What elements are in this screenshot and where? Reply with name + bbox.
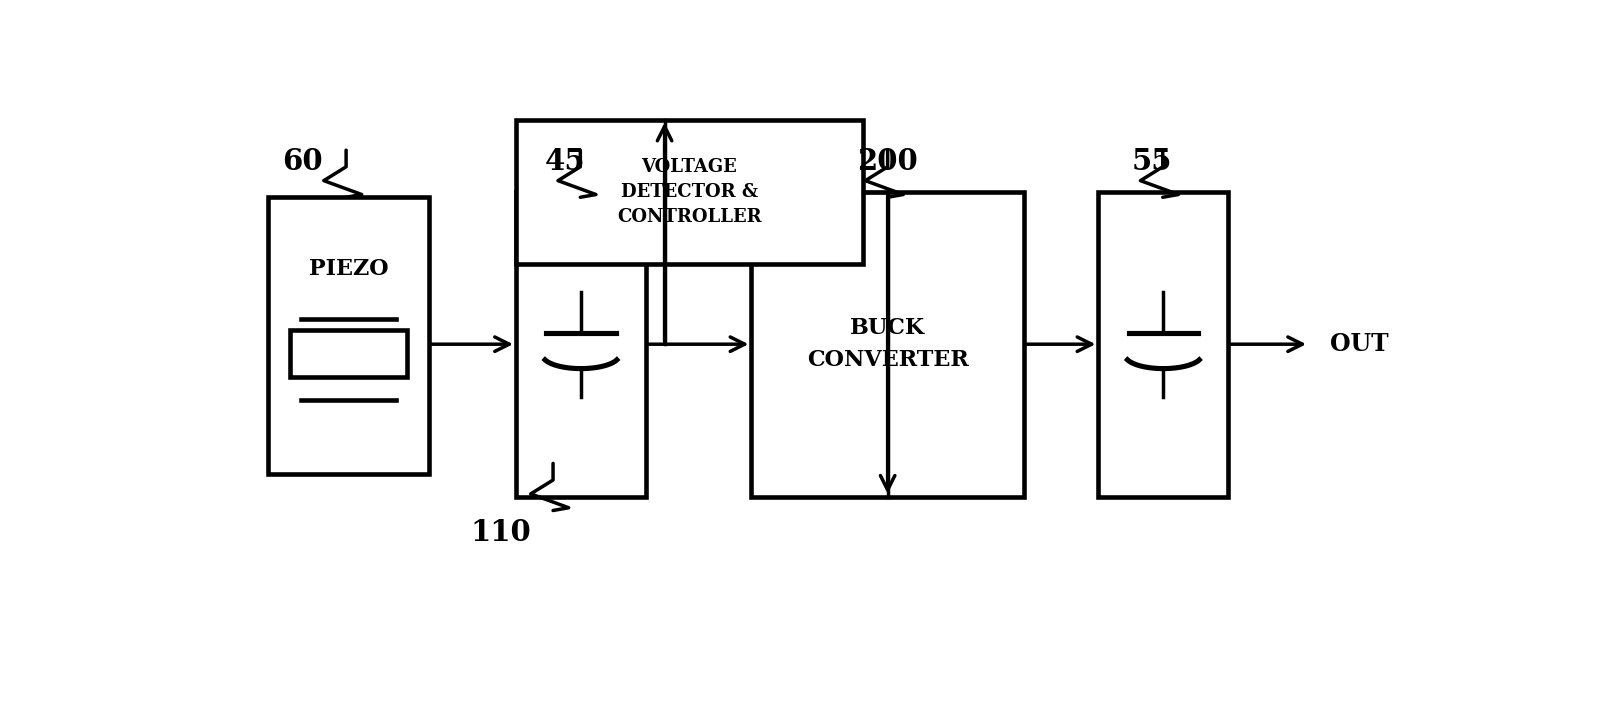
Bar: [516, 192, 646, 497]
Bar: [516, 120, 863, 264]
Bar: [752, 192, 1023, 497]
Text: 45: 45: [545, 147, 585, 176]
Bar: [291, 330, 406, 377]
Text: VOLTAGE
DETECTOR &
CONTROLLER: VOLTAGE DETECTOR & CONTROLLER: [617, 158, 761, 226]
Text: 55: 55: [1132, 147, 1172, 176]
Text: BUCK
CONVERTER: BUCK CONVERTER: [807, 317, 969, 372]
Text: PIEZO: PIEZO: [309, 258, 389, 280]
Bar: [1099, 192, 1228, 497]
Text: 200: 200: [857, 147, 918, 176]
Text: OUT: OUT: [1330, 332, 1388, 356]
Bar: [269, 197, 429, 474]
Text: 60: 60: [283, 147, 323, 176]
Text: 110: 110: [470, 518, 531, 547]
